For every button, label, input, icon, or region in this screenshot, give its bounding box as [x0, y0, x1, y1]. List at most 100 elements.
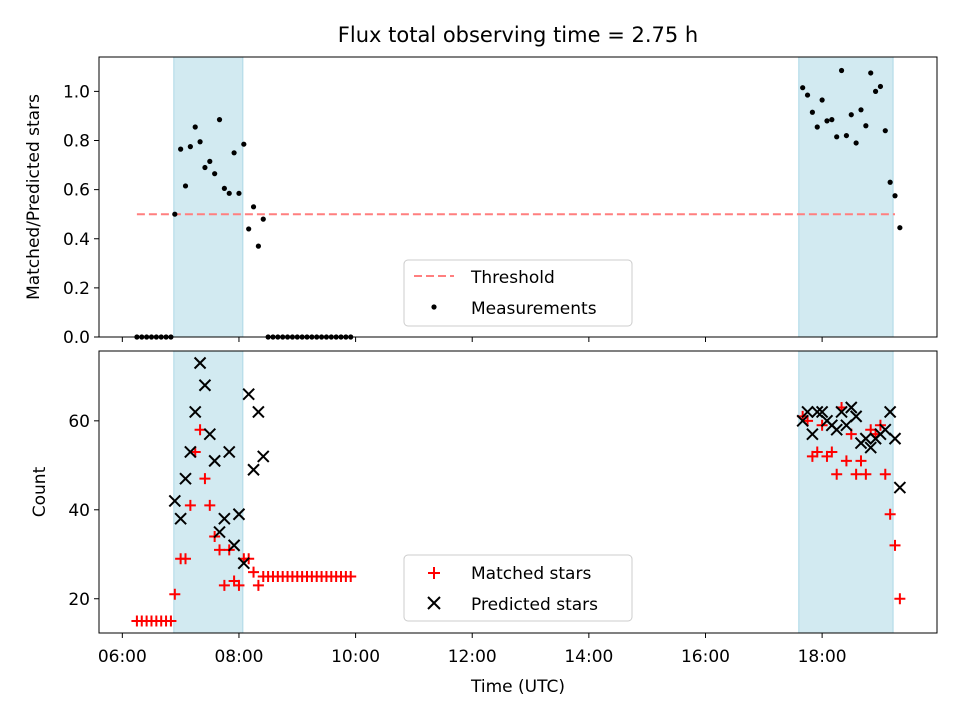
legend-label-matched: Matched stars [471, 564, 591, 584]
measurement-point [838, 67, 845, 74]
predicted-star-point [218, 512, 231, 525]
matched-star-point [204, 499, 216, 511]
measurement-point [834, 134, 840, 140]
measurement-point [260, 216, 266, 222]
measurement-point [197, 139, 203, 145]
bottom-y-tick-label: 40 [68, 501, 90, 521]
measurement-point [809, 109, 815, 115]
predicted-star-point [835, 405, 848, 419]
measurement-point [192, 124, 198, 130]
measurement-point [172, 211, 178, 217]
top-y-ticks: 0.0 0.2 0.4 0.6 0.8 1.0 [63, 82, 99, 348]
predicted-star-point [859, 432, 873, 445]
predicted-star-point [840, 419, 853, 432]
measurement-point [800, 85, 806, 91]
measurement-point [872, 88, 879, 94]
predicted-star-point [227, 539, 241, 552]
predicted-star-point [845, 401, 858, 414]
observing-window-1 [173, 350, 244, 634]
matched-star-point [233, 579, 245, 591]
measurement-point [824, 118, 830, 124]
matched-star-point [180, 553, 192, 565]
x-tick-label: 12:00 [448, 647, 497, 667]
measurement-point [848, 112, 854, 118]
x-tick-label: 14:00 [564, 647, 613, 667]
top-axes-frame [98, 56, 938, 338]
measurement-point [212, 171, 218, 177]
predicted-star-point [252, 405, 265, 419]
matched-star-point [218, 579, 230, 591]
predicted-star-point [184, 445, 197, 459]
top-observing-windows [173, 56, 894, 338]
predicted-star-point [796, 414, 809, 428]
matched-star-point [850, 468, 862, 480]
predicted-star-point [208, 454, 221, 468]
predicted-star-point [213, 525, 226, 539]
matched-star-point [889, 539, 901, 551]
x-tick-label: 06:00 [98, 647, 147, 667]
bottom-y-ticks: 20 40 60 [68, 412, 99, 610]
predicted-star-point [883, 405, 897, 419]
matched-star-point [194, 424, 206, 436]
bottom-legend: Matched stars Predicted stars [403, 554, 633, 622]
matched-star-point [860, 468, 872, 480]
top-y-tick-label: 0.8 [63, 132, 90, 152]
predicted-star-point [888, 432, 902, 445]
measurement-point [207, 158, 213, 164]
bottom-axes-frame [98, 350, 938, 634]
top-x-ticks [121, 337, 823, 342]
top-y-tick-label: 0.2 [63, 279, 90, 299]
matched-star-point [169, 588, 181, 600]
bottom-observing-windows [173, 350, 894, 634]
matched-star-point [184, 499, 196, 511]
predicted-star-point [806, 427, 819, 441]
measurement-point [255, 243, 261, 249]
predicted-star-point [237, 556, 251, 570]
predicted-star-point [168, 494, 182, 508]
predicted-star-point [193, 356, 207, 370]
measurement-point [221, 185, 227, 192]
predicted-star-point [247, 463, 260, 476]
predicted-star-point [849, 410, 863, 423]
measurement-point [897, 225, 903, 231]
x-tick-label: 16:00 [681, 647, 730, 667]
bottom-y-axis-label: Count [30, 466, 50, 517]
predicted-star-point [864, 441, 877, 454]
bottom-legend-box [403, 554, 633, 622]
measurement-point [226, 190, 232, 196]
measurement-point [231, 150, 237, 156]
measurement-point [882, 128, 888, 134]
measurement-point [246, 226, 252, 232]
measurement-point [843, 132, 850, 139]
top-legend-box [403, 259, 633, 327]
observing-window-2 [798, 350, 894, 634]
measurement-point [187, 144, 193, 150]
bottom-y-tick-label: 60 [68, 412, 90, 432]
bottom-y-tick-label: 20 [68, 590, 90, 610]
matched-star-point [214, 544, 226, 556]
predicted-star-point [815, 405, 829, 419]
measurement-point [250, 204, 257, 210]
predicted-star-point [179, 472, 192, 485]
measurement-point [892, 193, 898, 199]
legend-label-threshold: Threshold [470, 268, 555, 288]
measurements-legend-swatch [431, 304, 437, 310]
measurement-point [236, 190, 242, 196]
matched-star-point [252, 579, 264, 591]
matched-star-point [855, 455, 867, 467]
matched-star-point [884, 508, 896, 520]
matched-star-point [199, 473, 211, 485]
measurement-point [819, 97, 825, 103]
bottom-x-ticks: 06:00 08:00 10:00 12:00 14:00 16:00 18:00 [98, 633, 847, 667]
matched-star-point [248, 566, 260, 578]
predicted-star-point [223, 445, 236, 459]
measurement-point [868, 70, 874, 76]
predicted-star-point [174, 512, 187, 525]
predicted-star-point [198, 379, 212, 392]
matched-star-point [826, 446, 838, 458]
predicted-star-point [830, 423, 843, 436]
top-y-tick-label: 0.6 [63, 181, 90, 201]
measurement-point [182, 183, 189, 189]
matched-star-point [165, 615, 177, 627]
